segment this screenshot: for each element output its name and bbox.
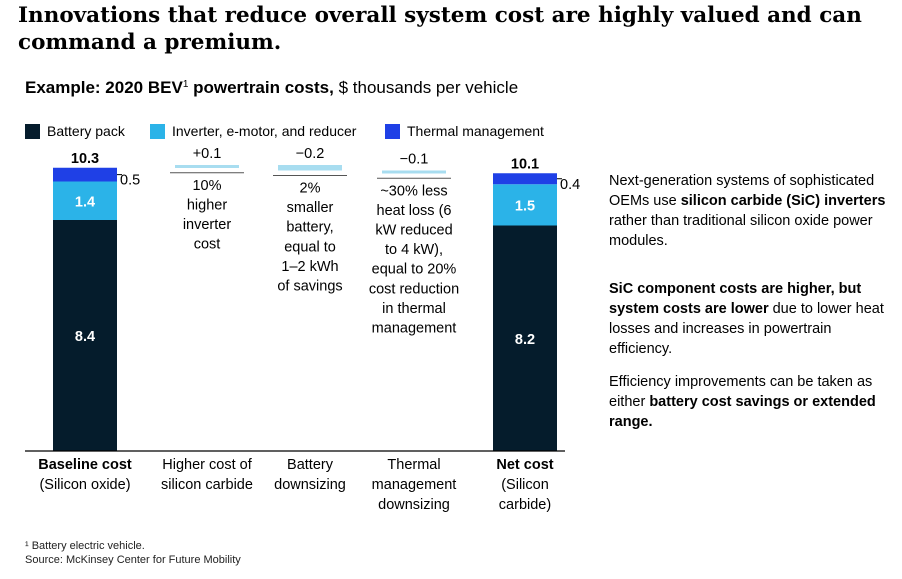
side-paragraph-1-run-2: silicon carbide (SiC) inverters	[680, 193, 886, 209]
legend-label-inverter: Inverter, e-motor, and reducer	[172, 123, 357, 139]
bar-0-segment-2-label: 0.5	[120, 173, 140, 189]
bar-0-segment-2	[53, 167, 117, 182]
legend-item-thermal: Thermal management	[385, 121, 544, 141]
bar-4-segment-2-label: 0.4	[560, 177, 580, 193]
legend-swatch-battery	[25, 123, 40, 139]
bar-0-segment-1-label: 1.4	[75, 194, 95, 210]
legend-label-thermal: Thermal management	[407, 123, 544, 139]
delta-label-3: −0.1	[400, 152, 429, 168]
legend-item-inverter: Inverter, e-motor, and reducer	[150, 121, 356, 141]
category-label-2-line-1: downsizing	[274, 477, 346, 493]
category-label-4-line-0: Net cost	[496, 457, 553, 473]
legend-swatch-inverter	[150, 123, 165, 139]
category-label-3-line-1: management	[372, 477, 457, 493]
bar-0-segment-1	[53, 181, 117, 220]
delta-note-3-line-0: ~30% less	[380, 183, 447, 199]
delta-note-3-line-7: management	[372, 320, 457, 336]
chart-subtitle: Example: 2020 BEV1 powertrain costs, $ t…	[25, 78, 519, 97]
side-paragraph-2: SiC component costs are higher, but syst…	[609, 279, 894, 359]
bar-0-segment-0-label: 8.4	[75, 329, 95, 345]
side-paragraph-2-run-2: due to lower heat losses and increases i…	[609, 301, 884, 357]
category-label-4-line-2: carbide)	[499, 497, 551, 513]
legend-label-battery: Battery pack	[47, 123, 125, 139]
bar-0-segment-0	[53, 220, 117, 451]
delta-note-2-line-2: battery,	[286, 220, 333, 236]
side-paragraph-1-run-1: Next-generation systems of sophisticated…	[609, 173, 875, 209]
delta-note-3-line-1: heat loss (6	[377, 203, 452, 219]
delta-note-2-line-5: of savings	[277, 279, 342, 295]
delta-label-2: −0.2	[296, 146, 325, 162]
category-label-1-line-0: Higher cost of	[162, 457, 252, 473]
delta-note-1-line-1: higher	[187, 197, 227, 213]
category-label-4-line-1: (Silicon	[501, 477, 549, 493]
bar-4-segment-2	[493, 173, 557, 185]
delta-note-1-line-3: cost	[194, 237, 221, 253]
delta-note-1-line-2: inverter	[183, 217, 232, 233]
footnote: ¹ Battery electric vehicle. Source: McKi…	[25, 539, 241, 567]
delta-note-2-line-4: 1–2 kWh	[281, 259, 338, 275]
bar-4-segment-0-label: 8.2	[515, 332, 535, 348]
side-paragraph-3-run-1: Efficiency improvements can be taken as …	[609, 374, 873, 410]
category-label-3-line-0: Thermal	[387, 457, 440, 473]
delta-note-1-line-0: 10%	[192, 178, 221, 194]
category-label-0-line-1: (Silicon oxide)	[39, 477, 130, 493]
delta-bar-2	[278, 165, 342, 171]
bar-4-segment-1	[493, 184, 557, 226]
bar-0-total-label: 10.3	[71, 151, 99, 167]
delta-note-3-line-3: to 4 kW),	[385, 242, 443, 258]
source-note: Source: McKinsey Center for Future Mobil…	[25, 554, 241, 566]
delta-bar-3	[382, 170, 446, 174]
delta-label-1: +0.1	[193, 146, 222, 162]
category-label-0-line-0: Baseline cost	[38, 457, 132, 473]
category-label-3-line-2: downsizing	[378, 497, 450, 513]
footnote-definition: ¹ Battery electric vehicle.	[25, 540, 145, 552]
side-paragraph-3: Efficiency improvements can be taken as …	[609, 372, 894, 432]
delta-note-3-line-5: cost reduction	[369, 281, 459, 297]
side-paragraph-3-run-2: battery cost savings or extended range.	[609, 394, 876, 430]
delta-note-3-line-2: kW reduced	[375, 222, 452, 238]
delta-note-2-line-0: 2%	[300, 181, 321, 197]
category-label-2-line-0: Battery	[287, 457, 334, 473]
delta-note-3-line-6: in thermal	[382, 301, 446, 317]
side-paragraph-1: Next-generation systems of sophisticated…	[609, 171, 894, 251]
delta-note-2-line-1: smaller	[287, 200, 334, 216]
headline: Innovations that reduce overall system c…	[18, 3, 862, 55]
waterfall-chart: 8.4 1.4 0.5 10.3 8.2 1.5 0.4 10.1 +0.1 10% higher i…	[25, 146, 580, 513]
delta-note-2-line-3: equal to	[284, 239, 336, 255]
side-paragraph-2-run-1: SiC component costs are higher, but syst…	[609, 281, 862, 317]
bar-4-segment-0	[493, 225, 557, 451]
category-label-1-line-1: silicon carbide	[161, 477, 253, 493]
bar-4-total-label: 10.1	[511, 156, 539, 172]
legend-swatch-thermal	[385, 123, 400, 139]
side-paragraph-1-run-3: rather than traditional silicon oxide po…	[609, 213, 873, 249]
delta-note-3-line-4: equal to 20%	[372, 262, 457, 278]
legend-item-battery: Battery pack	[25, 121, 125, 141]
bar-4-segment-1-label: 1.5	[515, 198, 535, 214]
delta-bar-1	[175, 165, 239, 168]
